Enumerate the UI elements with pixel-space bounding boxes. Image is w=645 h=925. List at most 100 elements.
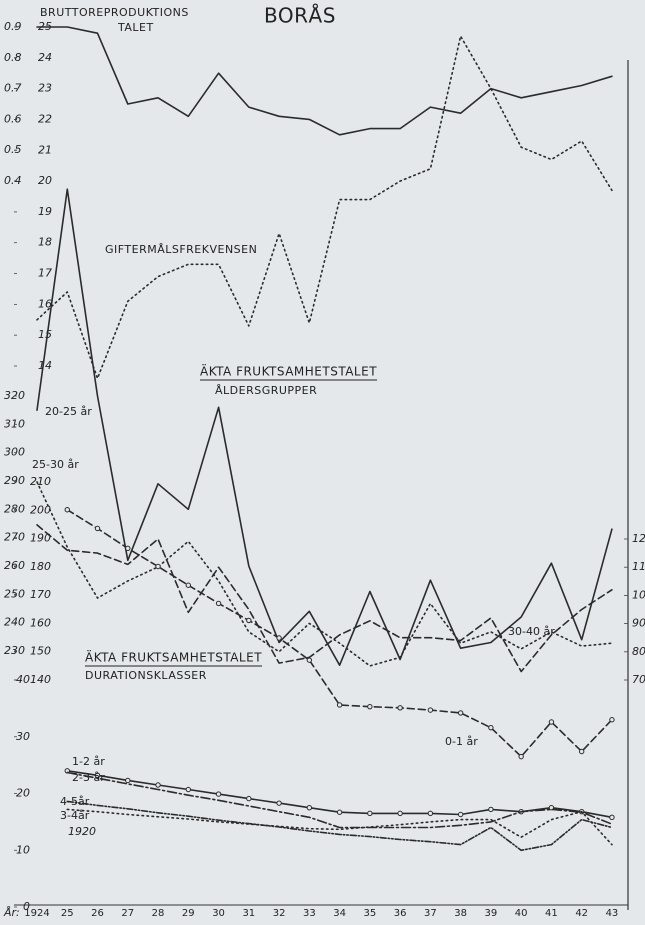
series-line <box>36 35 613 380</box>
annotation: TALET <box>117 21 154 34</box>
x-tick-label: 40 <box>515 908 528 919</box>
y-tick-label: 320 <box>4 389 25 402</box>
y2-tick-label: 18 <box>38 236 52 249</box>
y2-tick-label: 180 <box>30 560 51 573</box>
point <box>397 705 403 711</box>
series-line <box>36 524 613 673</box>
point <box>246 795 252 802</box>
x-tick-label: 1924 <box>24 908 49 919</box>
x-tick-label: 28 <box>152 908 165 919</box>
y2-tick-label: 16 <box>38 297 52 310</box>
point <box>336 809 343 815</box>
x-tick-label: 32 <box>273 908 286 919</box>
y-tick-label: 310 <box>4 417 25 430</box>
y2-tick-label: 20 <box>38 174 52 187</box>
point <box>609 717 615 723</box>
y-tick-label: 290 <box>4 474 25 487</box>
x-tick-label: 31 <box>242 908 255 919</box>
point <box>457 710 464 716</box>
y3-tick-label: 100 <box>632 588 645 601</box>
point <box>488 806 494 813</box>
x-tick-label: 39 <box>485 908 498 919</box>
series-label: 20-25 år <box>45 405 92 418</box>
x-tick-label: 35 <box>363 908 376 919</box>
series-label: 2-3 år <box>72 771 105 784</box>
point <box>609 814 615 821</box>
point <box>215 600 222 607</box>
y2-tick-label: 23 <box>38 82 52 95</box>
y-tick-label: 0.6 <box>4 112 22 125</box>
x-tick-label: 41 <box>545 908 558 919</box>
y-tick-label: 20 <box>16 787 30 800</box>
point <box>185 582 192 588</box>
y2-tick-label: 140 <box>30 673 51 686</box>
y-tick-label: 230 <box>4 644 25 657</box>
point <box>336 702 343 708</box>
point <box>185 786 192 793</box>
y2-tick-label: 150 <box>30 645 51 658</box>
y2-tick-label: 15 <box>38 328 52 341</box>
y3-tick-label: 110 <box>632 560 645 573</box>
x-axis-label: År: <box>3 906 20 919</box>
y2-tick-label: 22 <box>38 112 52 125</box>
series-label: 0-1 år <box>445 735 478 748</box>
series-line <box>36 26 613 136</box>
y2-tick-label: 19 <box>38 205 52 218</box>
y-tick-label: 250 <box>4 587 25 600</box>
point <box>548 719 555 725</box>
point <box>276 635 282 641</box>
y-tick-label: 270 <box>4 531 25 544</box>
x-tick-label: 26 <box>91 908 104 919</box>
point <box>125 777 131 784</box>
series-label: GIFTERMÅLSFREKVENSEN <box>105 243 257 256</box>
x-tick-label: 42 <box>575 908 588 919</box>
point <box>488 724 494 731</box>
y-tick-label: 30 <box>16 730 30 743</box>
y3-tick-label: 70 <box>632 673 645 686</box>
series-line <box>66 808 613 846</box>
y-tick-label: 280 <box>4 502 25 515</box>
point <box>397 810 403 817</box>
chart-title: ÄKTA FRUKTSAMHETSTALET <box>85 650 262 665</box>
point <box>427 810 434 817</box>
y3-tick-label: 90 <box>632 617 645 630</box>
point <box>367 703 373 710</box>
point <box>94 525 101 532</box>
series-label: 3-4år <box>60 809 90 822</box>
y2-tick-label: 210 <box>30 475 51 488</box>
y-tick-label: 0.9 <box>4 20 22 33</box>
series-label: 30-40 år <box>508 625 555 638</box>
series-label: 25-30 år <box>32 458 79 471</box>
y2-tick-label: 200 <box>30 503 51 516</box>
y-tick-label: 240 <box>4 616 25 629</box>
point <box>518 753 524 760</box>
y3-tick-label: 120 <box>632 532 645 545</box>
chart-title: BORÅS <box>264 4 336 28</box>
point <box>276 800 282 806</box>
y3-tick-label: 80 <box>632 645 645 658</box>
y-tick-label: 0.4 <box>4 174 22 187</box>
x-tick-label: 34 <box>333 908 346 919</box>
point <box>306 657 313 663</box>
x-tick-label: 36 <box>394 908 407 919</box>
y2-tick-label: 21 <box>38 143 52 156</box>
y2-tick-label: 14 <box>38 359 52 372</box>
series-line <box>36 188 613 666</box>
annotation: BRUTTOREPRODUKTIONS <box>40 6 189 19</box>
y-tick-label: 300 <box>4 446 25 459</box>
y2-tick-label: 170 <box>30 588 51 601</box>
y-tick-label: 260 <box>4 559 25 572</box>
x-tick-label: 25 <box>61 908 74 919</box>
point <box>427 707 434 713</box>
series-label: 4-5år <box>60 795 90 808</box>
y-tick-label: 0.5 <box>4 143 22 156</box>
point <box>125 545 131 552</box>
y2-tick-label: 190 <box>30 532 51 545</box>
y-tick-label: 0 <box>23 900 30 913</box>
point <box>306 804 313 811</box>
point <box>155 782 161 788</box>
y-tick-label: 40 <box>16 673 30 686</box>
series-label: 1-2 år <box>72 755 105 768</box>
